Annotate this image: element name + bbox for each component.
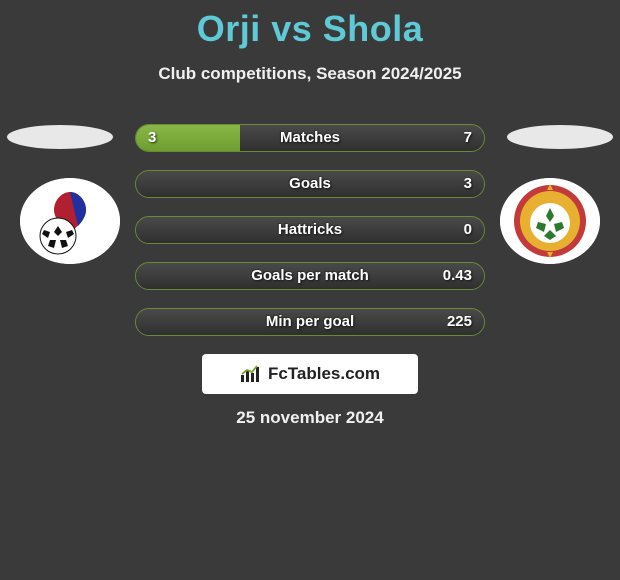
stat-row: Goals 3 [135,170,485,198]
stat-bar-right [136,171,484,197]
date-label: 25 november 2024 [0,408,620,428]
brand-text: FcTables.com [268,364,380,384]
stat-bar-right [240,125,484,151]
country-flag-left [7,125,113,149]
club-badge-right [500,178,600,264]
stats-bars: 3 Matches 7 Goals 3 Hattricks 0 Goals pe… [135,124,485,354]
country-flag-right [507,125,613,149]
stat-value-right: 0 [464,217,472,243]
stat-value-right: 7 [464,125,472,151]
stat-row: Goals per match 0.43 [135,262,485,290]
club-logo-left-icon [20,178,120,264]
stat-value-right: 0.43 [443,263,472,289]
stat-bar-right [136,309,484,335]
comparison-card: Orji vs Shola Club competitions, Season … [0,0,620,450]
page-title: Orji vs Shola [0,0,620,50]
stat-value-right: 225 [447,309,472,335]
stat-value-left: 3 [148,125,156,151]
stat-row: Min per goal 225 [135,308,485,336]
bar-chart-icon [240,365,262,383]
club-badge-left [20,178,120,264]
club-logo-right-icon [500,178,600,264]
stat-bar-right [136,217,484,243]
stat-bar-right [136,263,484,289]
stat-value-right: 3 [464,171,472,197]
subtitle: Club competitions, Season 2024/2025 [0,64,620,84]
stat-row: 3 Matches 7 [135,124,485,152]
stat-row: Hattricks 0 [135,216,485,244]
brand-badge[interactable]: FcTables.com [202,354,418,394]
